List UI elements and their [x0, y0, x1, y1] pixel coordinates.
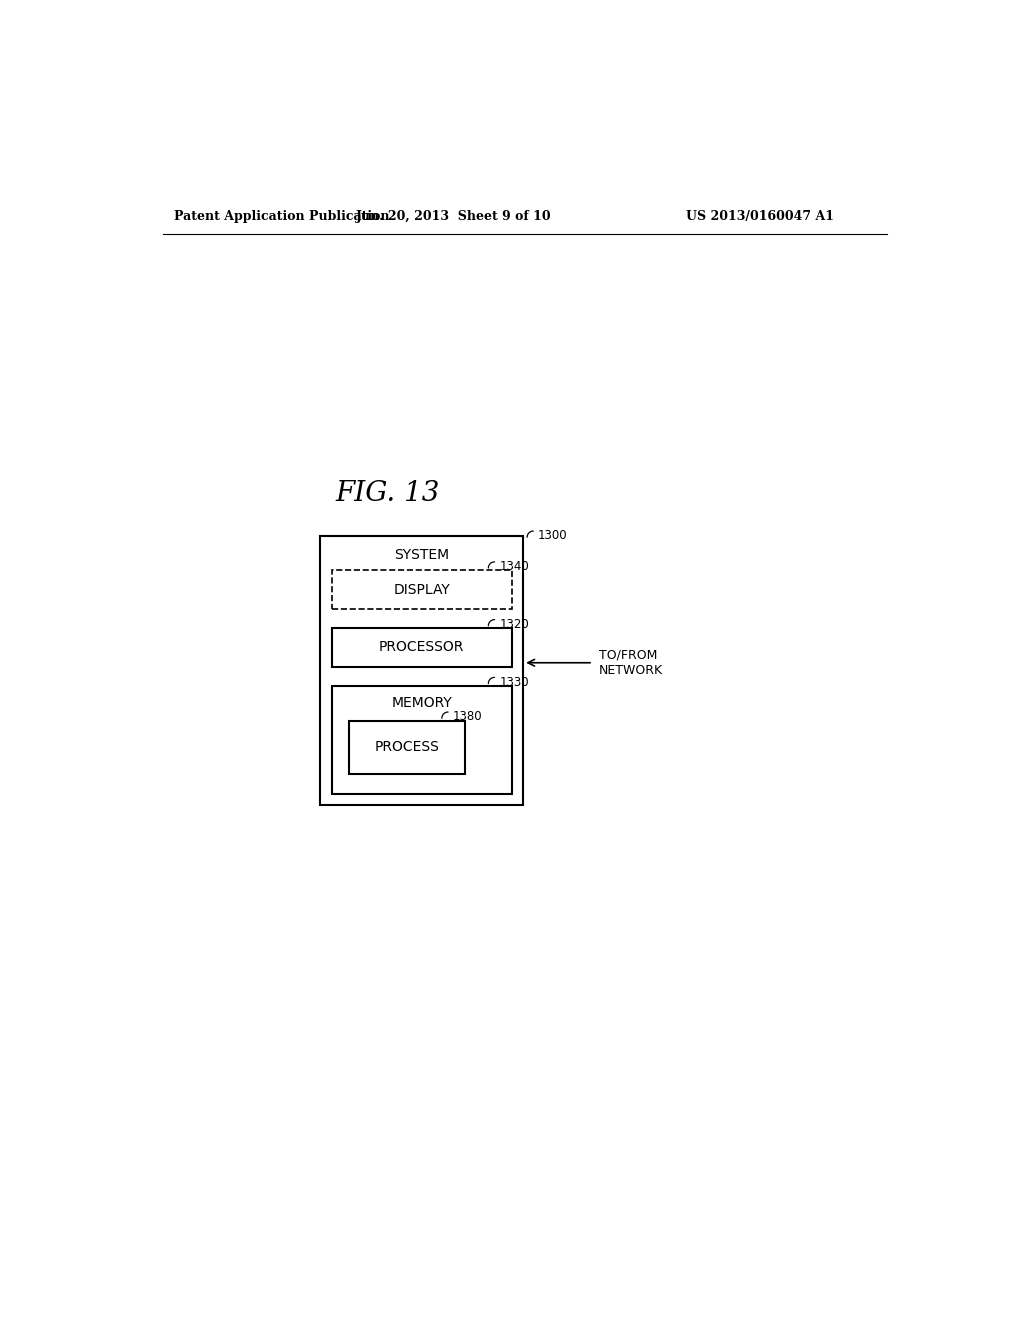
Text: PROCESS: PROCESS [375, 741, 439, 755]
Bar [332, 686, 512, 793]
Bar [321, 536, 523, 805]
Text: PROCESSOR: PROCESSOR [379, 640, 465, 655]
Text: FIG. 13: FIG. 13 [336, 480, 440, 507]
Text: Jun. 20, 2013  Sheet 9 of 10: Jun. 20, 2013 Sheet 9 of 10 [355, 210, 551, 223]
Text: 1320: 1320 [500, 618, 529, 631]
Text: Patent Application Publication: Patent Application Publication [174, 210, 390, 223]
Text: DISPLAY: DISPLAY [393, 582, 451, 597]
Text: TO/FROM
NETWORK: TO/FROM NETWORK [599, 648, 664, 677]
Text: 1380: 1380 [453, 710, 482, 723]
Text: 1340: 1340 [500, 560, 529, 573]
Bar [332, 570, 512, 609]
Bar [349, 721, 465, 775]
Text: US 2013/0160047 A1: US 2013/0160047 A1 [686, 210, 834, 223]
Text: SYSTEM: SYSTEM [394, 548, 450, 562]
Text: 1330: 1330 [500, 676, 528, 689]
Bar [332, 628, 512, 667]
Text: 1300: 1300 [538, 529, 567, 543]
Text: MEMORY: MEMORY [391, 696, 453, 710]
